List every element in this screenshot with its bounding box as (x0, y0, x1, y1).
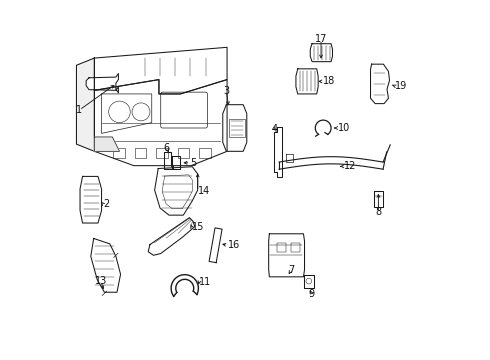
Polygon shape (172, 156, 180, 169)
Text: 11: 11 (199, 277, 211, 287)
Bar (276, 243, 286, 252)
Polygon shape (95, 80, 227, 166)
Polygon shape (296, 69, 318, 94)
Text: 12: 12 (343, 161, 356, 171)
Polygon shape (209, 228, 222, 263)
Text: 18: 18 (323, 76, 336, 86)
Polygon shape (91, 238, 121, 292)
Polygon shape (155, 167, 197, 215)
Bar (135, 148, 147, 158)
Text: 2: 2 (103, 199, 110, 210)
Polygon shape (274, 127, 282, 177)
Polygon shape (148, 218, 195, 255)
Text: 7: 7 (288, 265, 294, 275)
Text: 3: 3 (223, 86, 229, 96)
Polygon shape (80, 176, 101, 223)
Polygon shape (370, 64, 390, 104)
Polygon shape (374, 191, 383, 207)
Text: 10: 10 (338, 123, 350, 133)
Polygon shape (95, 47, 227, 94)
Polygon shape (304, 275, 314, 288)
Polygon shape (269, 234, 304, 277)
Polygon shape (76, 58, 95, 151)
Text: 16: 16 (228, 240, 240, 250)
Text: 14: 14 (197, 186, 210, 197)
Polygon shape (95, 137, 120, 151)
Bar (177, 148, 190, 158)
Text: 1: 1 (76, 105, 82, 115)
Text: 15: 15 (192, 222, 204, 232)
Bar (229, 119, 245, 137)
Polygon shape (223, 105, 247, 151)
Bar (156, 148, 168, 158)
Polygon shape (86, 73, 119, 93)
Text: 8: 8 (375, 207, 382, 217)
Text: 5: 5 (191, 158, 197, 168)
Text: 4: 4 (271, 124, 277, 134)
Text: 9: 9 (309, 289, 315, 299)
Text: 17: 17 (315, 35, 327, 44)
Bar (113, 148, 125, 158)
Polygon shape (310, 44, 333, 62)
Text: 6: 6 (164, 143, 170, 153)
Polygon shape (164, 152, 173, 169)
Text: 13: 13 (95, 276, 107, 286)
Text: 19: 19 (395, 81, 407, 91)
Bar (291, 243, 300, 252)
Bar (199, 148, 211, 158)
